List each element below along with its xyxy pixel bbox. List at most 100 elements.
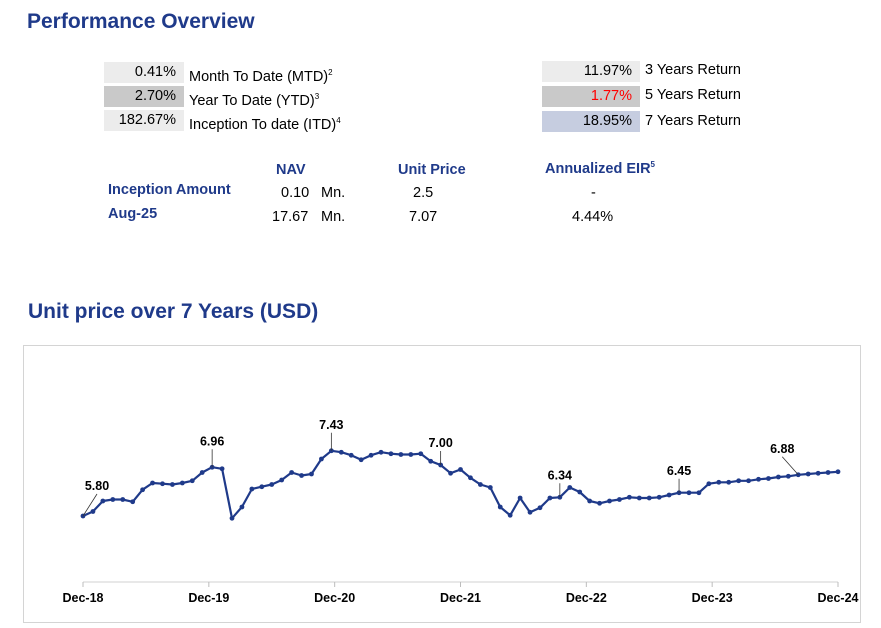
current-unit-price: 7.07 <box>409 209 438 225</box>
data-point <box>696 490 702 496</box>
data-point <box>428 458 434 464</box>
data-point <box>338 449 344 455</box>
7y-return-value: 18.95% <box>542 111 640 132</box>
data-point <box>189 478 195 484</box>
data-point <box>547 495 553 501</box>
data-point <box>736 478 742 484</box>
data-point <box>289 470 295 475</box>
unit-price-chart: Dec-18 Dec-19 Dec-20 Dec-21 Dec-22 Dec-23 Dec-… <box>23 345 861 623</box>
data-point <box>686 490 692 496</box>
data-point <box>199 470 205 475</box>
chart-svg: Dec-18 Dec-19 Dec-20 Dec-21 Dec-22 Dec-23 Dec-… <box>63 418 859 605</box>
data-point <box>458 467 463 472</box>
data-point <box>815 470 821 476</box>
data-point <box>388 451 394 457</box>
data-point <box>170 482 175 487</box>
x-tick-label: Dec-18 <box>63 591 104 605</box>
data-label: 7.00 <box>428 436 452 450</box>
data-point <box>319 456 324 462</box>
data-point <box>666 492 672 498</box>
data-point <box>398 452 404 457</box>
data-point <box>408 452 414 457</box>
ytd-label: Year To Date (YTD)3 <box>189 92 320 109</box>
data-point <box>676 490 682 496</box>
inception-nav-unit: Mn. <box>321 185 346 201</box>
data-point <box>130 499 136 505</box>
data-point <box>835 469 841 475</box>
data-point <box>279 477 285 483</box>
data-point <box>617 497 622 502</box>
data-point <box>110 497 116 502</box>
data-point <box>607 498 612 504</box>
data-point <box>378 449 384 455</box>
series-line <box>82 449 839 520</box>
data-label: 5.80 <box>85 479 109 493</box>
data-point <box>448 470 453 476</box>
data-point <box>746 478 751 484</box>
inception-eir: - <box>591 185 596 201</box>
current-nav: 17.67 <box>272 209 309 225</box>
data-point <box>100 498 106 504</box>
data-point <box>477 482 483 487</box>
data-point <box>150 480 155 486</box>
data-point <box>577 489 583 495</box>
data-point <box>775 474 781 480</box>
data-point <box>716 479 722 485</box>
data-point <box>219 466 225 472</box>
inception-nav: 0.10 <box>281 185 310 201</box>
data-point <box>646 495 652 501</box>
5y-return-value: 1.77% <box>542 86 640 107</box>
performance-overview-title: Performance Overview <box>27 10 255 33</box>
data-point <box>269 482 275 487</box>
data-point <box>358 457 364 463</box>
ytd-value: 2.70% <box>104 86 184 107</box>
x-tick-label: Dec-19 <box>188 591 229 605</box>
data-point <box>309 471 314 477</box>
data-point <box>825 470 831 475</box>
annotation-leader <box>781 456 799 476</box>
data-point <box>766 476 771 481</box>
data-point <box>497 504 503 510</box>
mtd-label: Month To Date (MTD)2 <box>189 68 333 85</box>
data-point <box>756 476 761 482</box>
data-label: 6.96 <box>200 434 224 448</box>
annualized-eir-header: Annualized EIR5 <box>545 160 655 177</box>
data-point <box>239 504 245 510</box>
data-point <box>179 480 185 486</box>
data-point <box>785 473 791 479</box>
mtd-value: 0.41% <box>104 62 184 83</box>
data-point <box>527 509 533 515</box>
data-label: 6.88 <box>770 442 794 456</box>
data-point <box>587 498 593 504</box>
x-tick-label: Dec-21 <box>440 591 481 605</box>
data-label: 6.34 <box>548 468 572 482</box>
data-point <box>90 509 96 514</box>
x-tick-label: Dec-22 <box>566 591 607 605</box>
annotation-leader <box>82 493 98 517</box>
current-month-label: Aug-25 <box>108 206 158 222</box>
3y-return-value: 11.97% <box>542 61 640 82</box>
data-point <box>507 512 513 518</box>
data-point <box>567 485 573 490</box>
data-point <box>120 497 126 502</box>
unit-price-header: Unit Price <box>398 162 466 178</box>
data-point <box>726 479 732 485</box>
nav-header: NAV <box>276 162 306 178</box>
7y-return-label: 7 Years Return <box>645 113 741 129</box>
3y-return-label: 3 Years Return <box>645 62 741 78</box>
data-point <box>259 484 265 490</box>
data-point <box>418 451 424 457</box>
data-point <box>468 475 473 481</box>
data-point <box>487 485 493 490</box>
x-tick-label: Dec-23 <box>692 591 733 605</box>
data-point <box>299 473 304 478</box>
data-point <box>557 494 563 500</box>
inception-amount-label: Inception Amount <box>108 182 231 198</box>
data-point <box>249 486 255 492</box>
data-label: 7.43 <box>319 418 343 432</box>
itd-value: 182.67% <box>104 110 184 131</box>
chart-title: Unit price over 7 Years (USD) <box>28 300 319 323</box>
data-point <box>805 471 811 477</box>
x-tick-label: Dec-24 <box>818 591 859 605</box>
itd-label: Inception To date (ITD)4 <box>189 116 341 133</box>
